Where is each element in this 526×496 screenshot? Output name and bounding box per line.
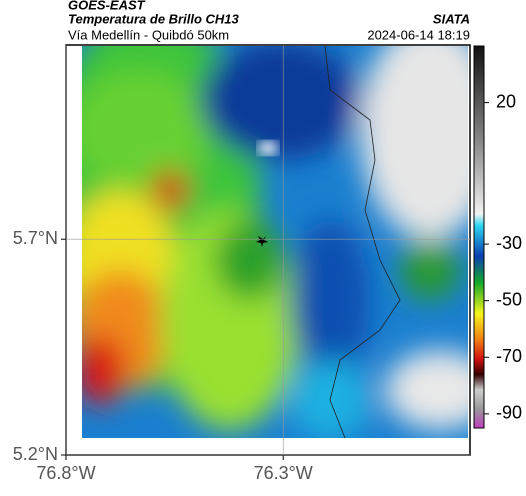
colorbar xyxy=(473,45,485,429)
y-tick-label: 5.2°N xyxy=(13,444,58,464)
x-tick-label: 76.8°W xyxy=(36,463,95,483)
satellite-image xyxy=(82,46,468,438)
colorbar-tick-label: -30 xyxy=(496,233,522,253)
colorbar-tick-label: -50 xyxy=(496,289,522,309)
subtitle: Temperatura de Brillo CH13 xyxy=(68,11,240,26)
colorbar-tick-label: 20 xyxy=(496,91,516,111)
region: Vía Medellín - Quibdó 50km xyxy=(68,27,229,42)
colorbar-tick-label: -70 xyxy=(496,346,522,366)
source: SIATA xyxy=(433,11,470,26)
y-tick-label: 5.7°N xyxy=(13,228,58,248)
location-marker xyxy=(256,236,268,247)
x-tick-label: 76.3°W xyxy=(254,463,313,483)
colorbar-tick-label: -90 xyxy=(496,403,522,423)
date: 2024-06-14 18:19 xyxy=(367,27,470,42)
title: GOES-EAST xyxy=(68,0,146,12)
